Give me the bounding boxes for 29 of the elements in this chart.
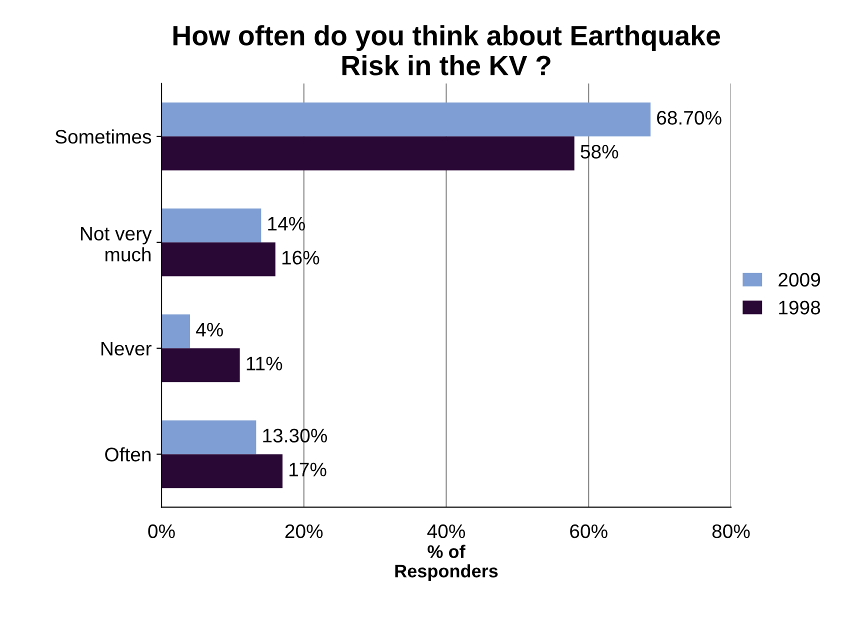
bar	[162, 454, 283, 488]
x-tick-label: 0%	[148, 524, 175, 538]
x-tick-label: 20%	[285, 524, 323, 538]
data-label: 16%	[282, 250, 320, 265]
data-label: 4%	[196, 322, 223, 336]
bar	[162, 136, 574, 170]
data-label: 11%	[246, 356, 282, 370]
legend-label: 2009	[778, 272, 820, 287]
legend-label: 1998	[779, 300, 820, 314]
bar	[162, 348, 240, 382]
data-label: 58%	[580, 144, 618, 159]
bar	[162, 314, 190, 348]
bar	[162, 208, 262, 242]
data-label: 17%	[290, 462, 326, 476]
y-tick-label: Never	[102, 342, 152, 356]
y-tick-label: Often	[105, 447, 151, 462]
data-label: 68.70%	[657, 110, 722, 125]
x-tick-label: 40%	[427, 524, 466, 538]
x-axis-title: % of Responders	[395, 544, 498, 582]
x-tick-label: 80%	[712, 524, 750, 538]
bar	[162, 420, 256, 454]
data-label: 13.30%	[263, 428, 327, 442]
data-label: 14%	[268, 216, 305, 231]
y-tick-label: Sometimes	[55, 129, 152, 144]
bar	[162, 242, 276, 276]
bar	[162, 102, 651, 136]
chart-title: How often do you think about Earthquake Risk in the KV ?	[173, 25, 720, 76]
x-tick-label: 60%	[570, 524, 608, 538]
y-tick-label: Not very much	[80, 226, 152, 262]
